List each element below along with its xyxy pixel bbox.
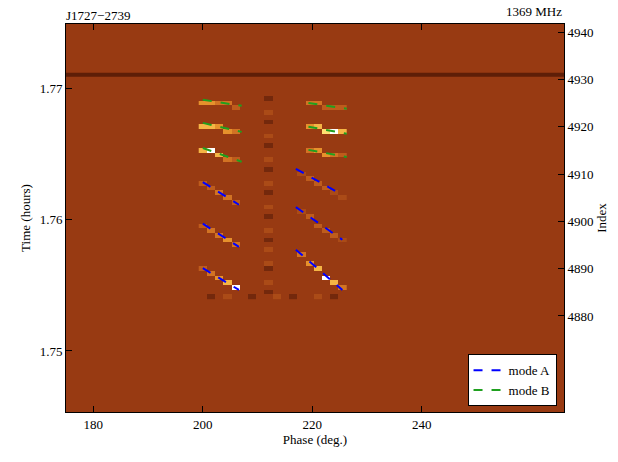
svg-text:4890: 4890 (568, 261, 594, 276)
svg-text:4910: 4910 (568, 167, 594, 182)
svg-text:Time (hours): Time (hours) (18, 184, 33, 252)
svg-text:1369 MHz: 1369 MHz (506, 4, 562, 19)
svg-text:4930: 4930 (568, 72, 594, 87)
svg-text:180: 180 (84, 417, 104, 432)
svg-text:1.75: 1.75 (40, 344, 63, 359)
svg-text:240: 240 (412, 417, 432, 432)
svg-text:J1727−2739: J1727−2739 (66, 8, 130, 23)
svg-text:1.77: 1.77 (40, 81, 63, 96)
svg-text:4880: 4880 (568, 309, 594, 324)
svg-text:4940: 4940 (568, 25, 594, 40)
svg-text:1.76: 1.76 (40, 212, 63, 227)
svg-text:Index: Index (594, 203, 609, 233)
svg-text:200: 200 (193, 417, 213, 432)
svg-text:220: 220 (303, 417, 323, 432)
svg-text:mode A: mode A (509, 363, 550, 378)
svg-text:mode B: mode B (509, 383, 550, 398)
svg-text:Phase (deg.): Phase (deg.) (283, 432, 347, 447)
svg-text:4900: 4900 (568, 214, 594, 229)
svg-text:4920: 4920 (568, 119, 594, 134)
